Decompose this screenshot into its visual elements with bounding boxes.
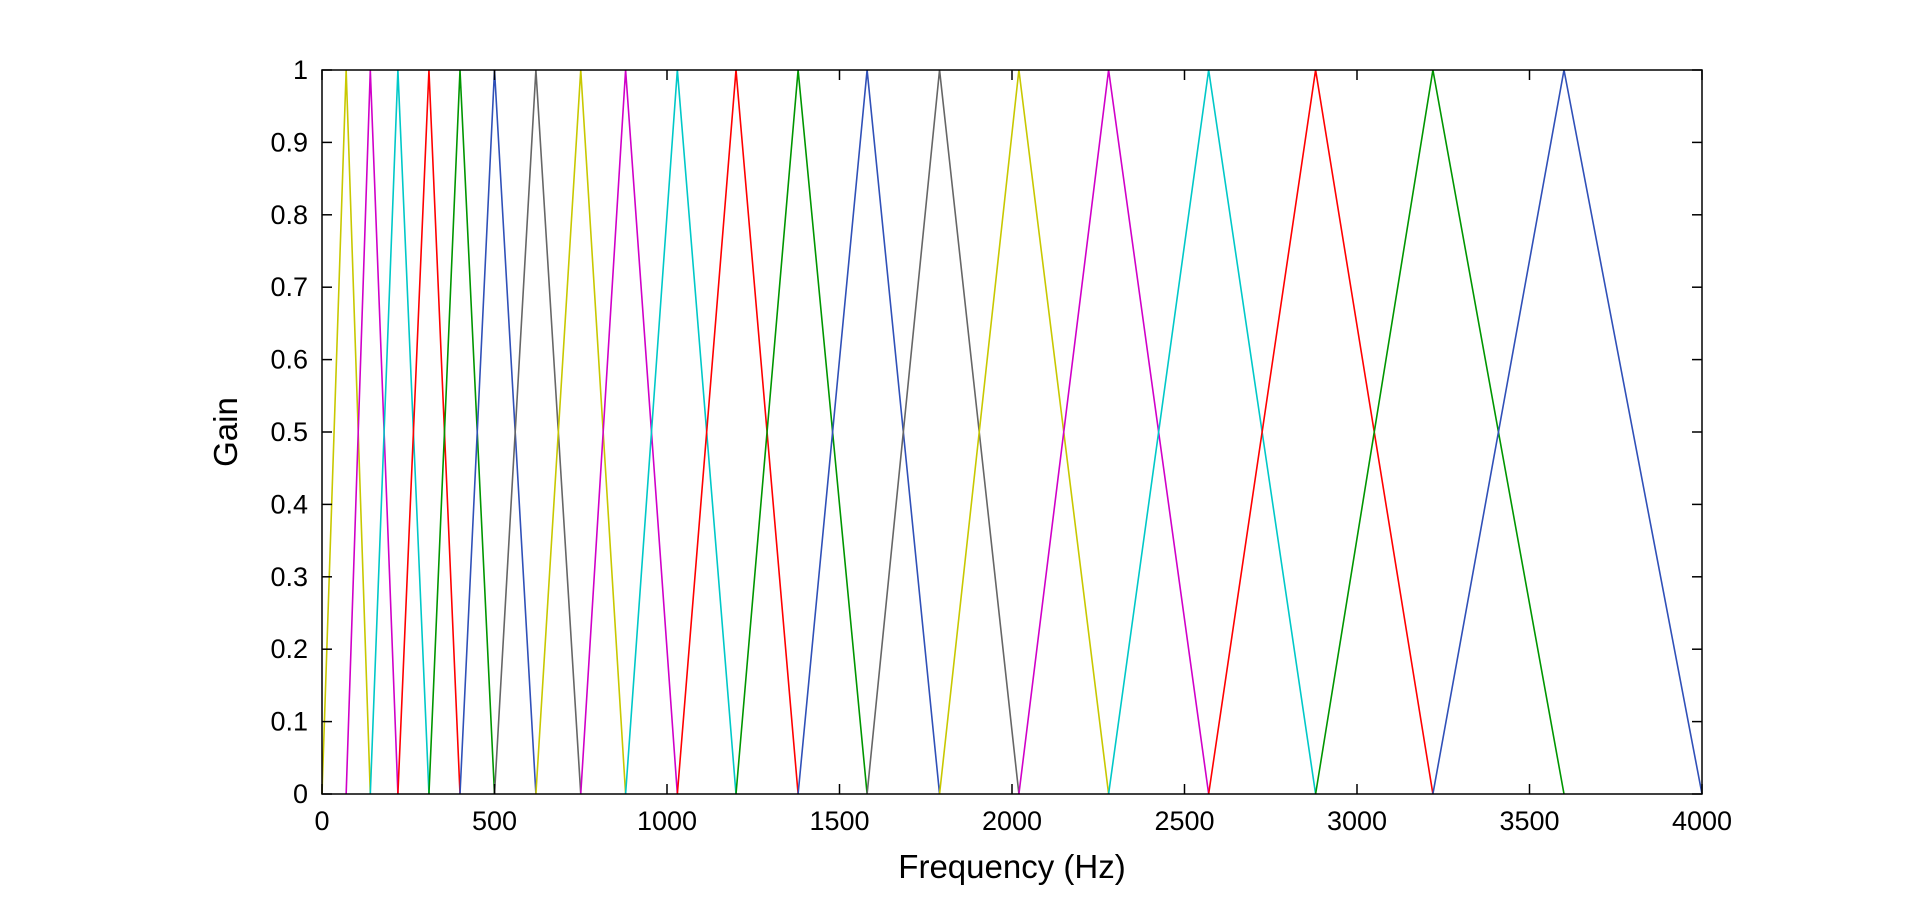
y-tick-label-7: 0.7: [270, 272, 308, 302]
x-tick-label-2: 1000: [637, 806, 697, 836]
x-tick-label-3: 1500: [809, 806, 869, 836]
x-tick-label-8: 4000: [1672, 806, 1732, 836]
y-tick-label-10: 1: [293, 55, 308, 85]
y-tick-label-5: 0.5: [270, 417, 308, 447]
x-tick-label-6: 3000: [1327, 806, 1387, 836]
x-tick-label-4: 2000: [982, 806, 1042, 836]
x-tick-label-5: 2500: [1154, 806, 1214, 836]
y-tick-label-3: 0.3: [270, 562, 308, 592]
y-tick-label-1: 0.1: [270, 707, 308, 737]
y-tick-label-2: 0.2: [270, 634, 308, 664]
y-tick-label-6: 0.6: [270, 345, 308, 375]
x-axis-label: Frequency (Hz): [898, 848, 1125, 885]
y-axis-ticks: 0 0.1 0.2 0.3 0.4 0.5 0.6 0.7 0.8 0.9 1: [270, 55, 1702, 809]
y-tick-label-9: 0.9: [270, 127, 308, 157]
y-tick-label-8: 0.8: [270, 200, 308, 230]
x-axis-ticks: 0 500 1000 1500 2000 2500 3000 3500 4000: [314, 70, 1732, 836]
y-axis-label: Gain: [207, 397, 244, 467]
y-tick-label-0: 0: [293, 779, 308, 809]
x-tick-label-0: 0: [314, 806, 329, 836]
x-tick-label-7: 3500: [1499, 806, 1559, 836]
x-tick-label-1: 500: [472, 806, 517, 836]
y-tick-label-4: 0.4: [270, 489, 308, 519]
